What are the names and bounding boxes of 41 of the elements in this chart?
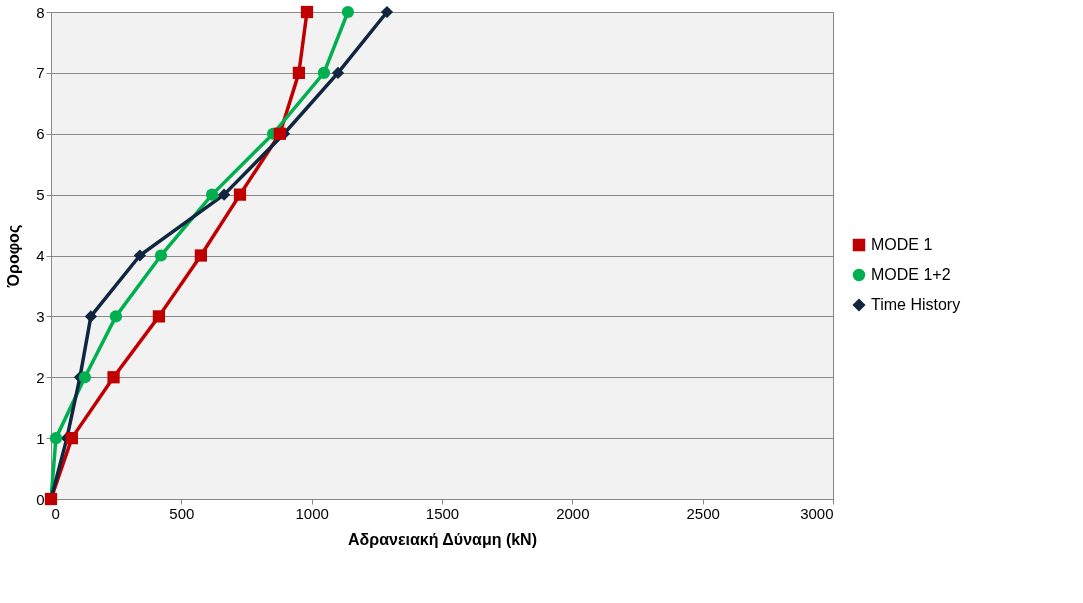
- point: [217, 188, 231, 201]
- point: [331, 66, 345, 79]
- point: [317, 66, 331, 79]
- y-tick-label: 1: [36, 429, 45, 447]
- legend-label: MODE 1+2: [871, 266, 951, 283]
- x-axis-title: Αδρανειακή Δύναμη (kN): [348, 530, 537, 548]
- x-tick-label: 3000: [800, 504, 834, 522]
- point: [341, 5, 355, 19]
- x-tick-label: 500: [169, 504, 195, 522]
- point: [380, 5, 394, 19]
- point: [109, 310, 123, 323]
- x-tick-label: 2500: [686, 504, 720, 522]
- point: [273, 127, 286, 140]
- point: [233, 188, 247, 201]
- point: [65, 432, 78, 445]
- y-tick-label: 2: [36, 368, 45, 386]
- point: [292, 66, 306, 79]
- point: [78, 371, 92, 384]
- y-axis-title: Όροφος: [5, 224, 24, 289]
- point: [205, 188, 219, 201]
- point: [154, 249, 168, 262]
- x-tick-label: 1500: [425, 504, 460, 522]
- y-tick-label: 7: [36, 64, 45, 82]
- point: [49, 432, 63, 445]
- y-tick-label: 0: [36, 490, 45, 508]
- y-tick-label: 6: [36, 125, 45, 143]
- y-tick-label: 5: [36, 186, 45, 204]
- y-tick-label: 3: [36, 307, 45, 325]
- y-tick-label: 4: [36, 247, 45, 264]
- point: [133, 249, 147, 262]
- x-tick-label: 0: [51, 504, 60, 522]
- legend-label: Time History: [871, 296, 961, 313]
- legend-label: MODE 1: [871, 236, 933, 253]
- point: [300, 5, 314, 19]
- point: [84, 310, 98, 323]
- point: [152, 310, 166, 323]
- point: [107, 371, 120, 384]
- x-tick-label: 2000: [556, 504, 590, 522]
- x-tick-label: 1000: [295, 504, 329, 522]
- y-tick-label: 8: [36, 3, 45, 21]
- point: [194, 249, 208, 262]
